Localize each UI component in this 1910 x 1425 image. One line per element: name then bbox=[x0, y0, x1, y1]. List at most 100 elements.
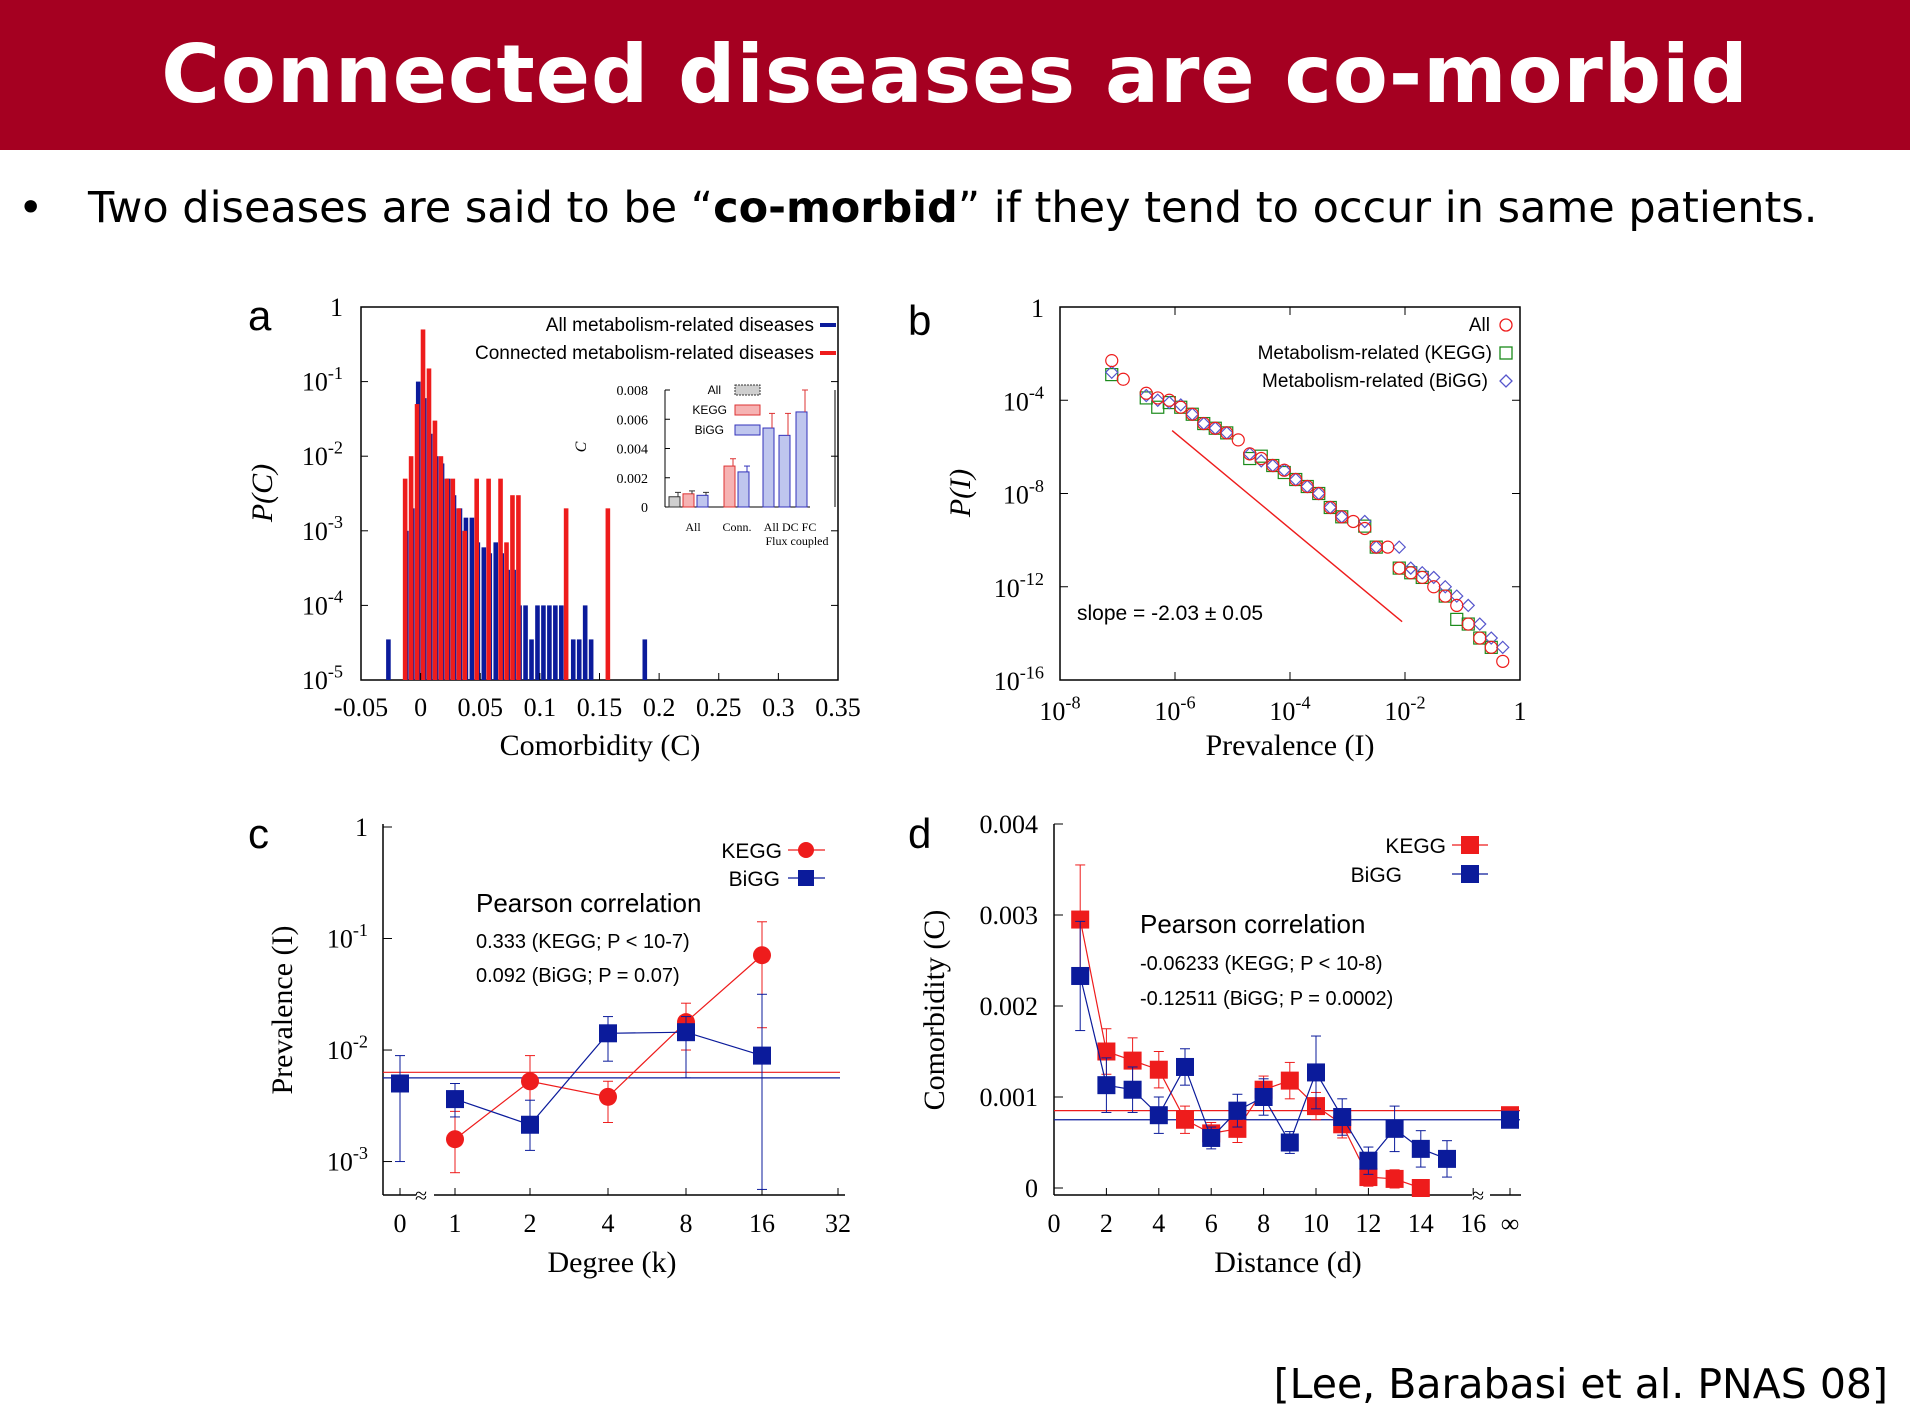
all-point bbox=[1461, 617, 1475, 631]
panel-label-d: d bbox=[908, 810, 931, 857]
x-tick-label: 10-4 bbox=[1269, 692, 1310, 726]
inset-y-tick-label: 0.004 bbox=[617, 443, 649, 458]
bigg-point bbox=[1411, 1139, 1430, 1158]
x-tick-label: 1 bbox=[1514, 697, 1527, 726]
panel-b-legend-bigg-marker bbox=[1499, 374, 1513, 388]
histogram-bar bbox=[481, 547, 487, 680]
bigg-point bbox=[1426, 570, 1441, 585]
all-point bbox=[1427, 580, 1441, 594]
all-point bbox=[1496, 654, 1510, 668]
panel-c-y-label: Prevalence (I) bbox=[266, 925, 299, 1094]
bigg-point bbox=[1438, 1149, 1456, 1168]
histogram-bar bbox=[474, 478, 479, 680]
panel-b-x-label: Prevalence (I) bbox=[1205, 729, 1374, 762]
panel-d-legend-bigg: BiGG bbox=[1351, 864, 1402, 887]
y-tick-label: 10-4 bbox=[302, 587, 343, 621]
histogram-bar bbox=[420, 329, 426, 680]
panel-label-a: a bbox=[248, 292, 272, 339]
panel-c-pearson-bigg: 0.092 (BiGG; P = 0.07) bbox=[476, 965, 680, 987]
y-tick-label: 0.003 bbox=[980, 901, 1039, 930]
inset-x-label-flux: All DC FC bbox=[764, 520, 817, 534]
inset-y-label: C bbox=[573, 441, 590, 452]
inset-legend-kegg: KEGG bbox=[692, 403, 727, 417]
all-point bbox=[1174, 400, 1188, 414]
histogram-bar bbox=[493, 542, 499, 680]
bigg-point bbox=[1150, 393, 1165, 408]
all-point bbox=[1266, 458, 1280, 473]
inset-legend-bigg: BiGG bbox=[695, 423, 724, 437]
histogram-bar bbox=[553, 605, 558, 680]
bigg-point bbox=[1104, 365, 1119, 380]
x-tick-label: 0.35 bbox=[815, 693, 861, 722]
panel-c-axis-break: ≈ bbox=[415, 1183, 427, 1208]
x-tick-label: 16 bbox=[749, 1209, 775, 1238]
bigg-point bbox=[1162, 395, 1177, 410]
panel-a-bars bbox=[386, 329, 648, 680]
histogram-bar bbox=[541, 605, 546, 680]
slide-title: Connected diseases are co-morbid bbox=[161, 28, 1749, 121]
bigg-point bbox=[1254, 454, 1269, 468]
panel-c-x-ticks: 0 1 2 4 8 16 32 bbox=[394, 1188, 851, 1238]
bigg-point bbox=[1392, 540, 1407, 554]
all-point bbox=[1197, 416, 1211, 431]
panel-a-y-ticks: 1 10-1 10-2 10-3 10-4 10-5 bbox=[302, 293, 838, 695]
x-tick-label: 4 bbox=[602, 1209, 615, 1238]
bullet-point: • Two diseases are said to be “co-morbid”… bbox=[18, 183, 1817, 233]
kegg-point bbox=[1105, 368, 1119, 382]
all-point bbox=[1415, 570, 1429, 585]
x-tick-label: 6 bbox=[1205, 1209, 1218, 1238]
inset-bars bbox=[668, 389, 808, 508]
x-tick-label: 0.15 bbox=[577, 693, 623, 722]
panel-d-x-ticks: 0 2 4 6 8 10 12 14 16 ∞ bbox=[1048, 1188, 1519, 1238]
all-point bbox=[1231, 433, 1245, 447]
citation: [Lee, Barabasi et al. PNAS 08] bbox=[1273, 1360, 1888, 1408]
panel-c-pearson-title: Pearson correlation bbox=[476, 888, 701, 918]
y-tick-label: 0.002 bbox=[980, 992, 1039, 1021]
all-point bbox=[1392, 561, 1406, 575]
x-tick-label: 0.25 bbox=[696, 693, 742, 722]
kegg-point bbox=[1228, 1119, 1247, 1138]
histogram-bar bbox=[529, 639, 534, 680]
panel-b-legend-kegg: Metabolism-related (KEGG) bbox=[1258, 343, 1492, 364]
panel-b-x-ticks: 10-8 10-6 10-4 10-2 1 bbox=[1039, 307, 1527, 726]
x-tick-label: 2 bbox=[524, 1209, 537, 1238]
histogram-bar bbox=[402, 478, 408, 680]
panel-c-y-ticks: 1 10-1 10-2 10-3 bbox=[327, 813, 392, 1177]
y-tick-label: 10-16 bbox=[994, 662, 1044, 696]
y-tick-label: 10-8 bbox=[1003, 476, 1044, 510]
inset-bar bbox=[682, 493, 695, 508]
panel-d-pearson-title: Pearson correlation bbox=[1140, 909, 1365, 939]
panel-label-c: c bbox=[248, 810, 269, 857]
bigg-point bbox=[1495, 640, 1510, 655]
panel-c-legend-kegg: KEGG bbox=[721, 840, 782, 863]
panel-a-y-label: P(C) bbox=[246, 464, 279, 523]
inset-bar bbox=[723, 465, 736, 508]
panel-d-y-label: Comorbidity (C) bbox=[918, 910, 951, 1111]
histogram-bar bbox=[535, 605, 540, 680]
bigg-point bbox=[1438, 579, 1453, 594]
all-point bbox=[1450, 598, 1464, 613]
bigg-point bbox=[1415, 565, 1430, 580]
histogram-bar bbox=[516, 495, 521, 680]
kegg-point bbox=[1176, 1110, 1194, 1129]
histogram-bar bbox=[547, 605, 552, 680]
all-point bbox=[1346, 514, 1360, 529]
all-point bbox=[1335, 510, 1349, 524]
panel-b-slope-annotation: slope = -2.03 ± 0.05 bbox=[1077, 602, 1263, 625]
bigg-point bbox=[1228, 1101, 1247, 1120]
panel-label-b: b bbox=[908, 297, 931, 344]
histogram-bar bbox=[605, 508, 611, 680]
histogram-bar bbox=[588, 639, 594, 680]
bigg-point bbox=[1449, 589, 1464, 603]
panel-a-histogram: -0.05 0 0.05 0.1 0.15 0.2 0.25 0.3 0.35 1 10-1 10-… bbox=[246, 293, 861, 762]
all-point bbox=[1105, 354, 1119, 368]
panel-c-legend-bigg: BiGG bbox=[729, 868, 780, 891]
kegg-point bbox=[1411, 1179, 1430, 1197]
bigg-point bbox=[1123, 1080, 1142, 1099]
panel-c-reference-lines bbox=[383, 1071, 840, 1079]
panel-d-pearson-bigg: -0.12511 (BiGG; P = 0.0002) bbox=[1140, 988, 1393, 1010]
panel-a-inset-chart: 0.008 0.006 0.004 0.002 0 C All KEGG BiGG Al… bbox=[573, 383, 836, 548]
panel-d-distance-plot: ≈ 0 2 4 6 8 10 12 14 16 ∞ 0.004 0.003 0.002 0.001 0 D… bbox=[918, 810, 1521, 1279]
panel-b-y-ticks: 1 10-4 10-8 10-12 10-16 bbox=[994, 294, 1520, 696]
